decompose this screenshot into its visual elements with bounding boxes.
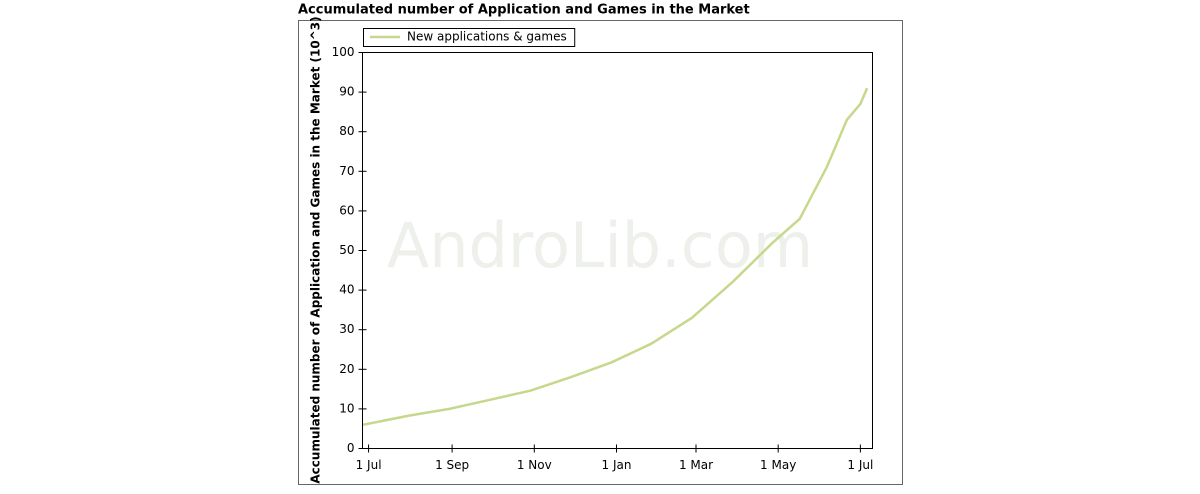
watermark: AndroLib.com xyxy=(387,209,813,282)
y-tick-label: 70 xyxy=(339,164,354,178)
x-tick-label: 1 Sep xyxy=(435,458,469,472)
x-tick-label: 1 Nov xyxy=(517,458,552,472)
y-tick-label: 40 xyxy=(339,283,354,297)
legend xyxy=(363,28,576,47)
series-line xyxy=(362,87,869,426)
y-tick-label: 90 xyxy=(339,85,354,99)
x-tick-label: 1 Jan xyxy=(602,458,632,472)
y-tick-label: 60 xyxy=(339,203,354,217)
legend-label: New applications & games xyxy=(407,30,567,44)
y-tick-label: 100 xyxy=(332,45,355,59)
x-tick-label: 1 Jul xyxy=(356,458,382,472)
y-tick-label: 50 xyxy=(339,243,354,257)
y-tick-label: 20 xyxy=(339,362,354,376)
chart-title: Accumulated number of Application and Ga… xyxy=(298,3,750,18)
x-tick-label: 1 Mar xyxy=(679,458,713,472)
frame xyxy=(298,20,903,485)
x-tick-label: 1 Jul xyxy=(847,458,873,472)
y-tick-label: 80 xyxy=(339,124,354,138)
y-axis-label: Accumulated number of Application and Ga… xyxy=(309,16,323,483)
x-tick-label: 1 May xyxy=(760,458,796,472)
y-tick-label: 0 xyxy=(347,441,355,455)
y-tick-label: 10 xyxy=(339,401,354,415)
y-tick-label: 30 xyxy=(339,322,354,336)
